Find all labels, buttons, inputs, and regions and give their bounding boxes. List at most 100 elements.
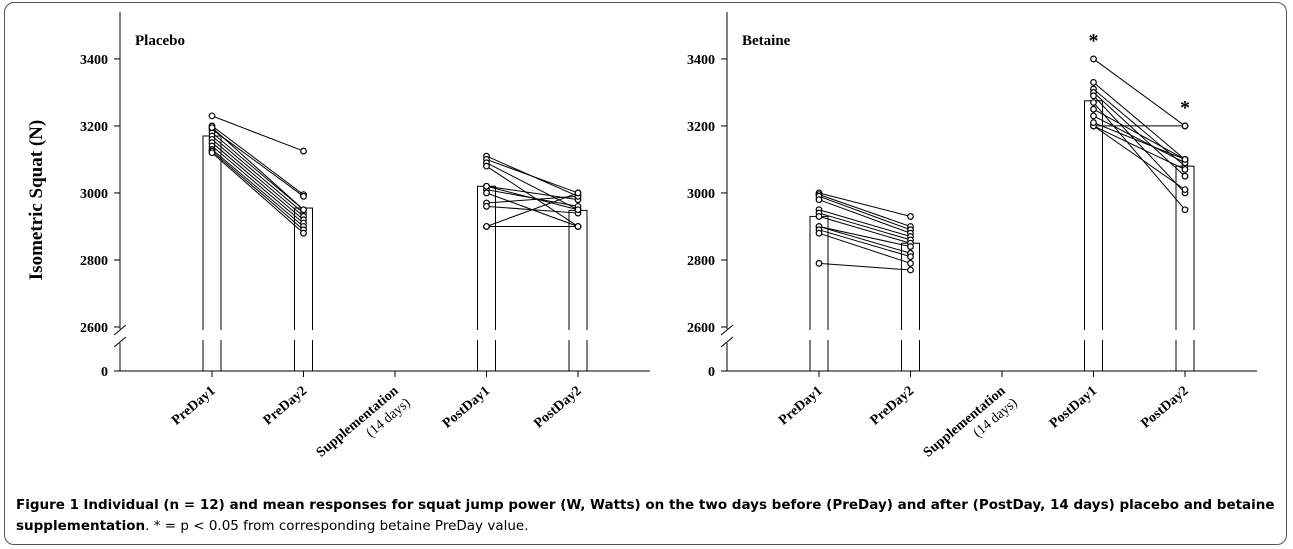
subject-point [907,253,914,261]
subject-point [1181,122,1189,130]
subject-point [815,229,823,237]
caption-label: Figure 1 [16,497,80,513]
subject-point [300,229,307,237]
subject-point [1090,112,1097,120]
figure-frame [4,2,1287,545]
subject-line [211,150,579,231]
subject-point [1090,99,1097,106]
panel-title: Betaine [742,33,791,49]
caption-text: . * = p < 0.05 from corresponding betain… [145,518,529,534]
panel-title: Placebo [135,33,185,49]
subject-line [818,125,1186,264]
y-tick-label: 3400 [80,53,108,68]
subject-line [818,122,1186,271]
subject-point [1090,78,1097,86]
subject-line [211,138,579,217]
subject-line [211,152,578,234]
subject-point [574,189,582,197]
subject-point [574,223,582,230]
subject-point [483,223,490,230]
bar-break [809,330,829,340]
y-tick-label: 3000 [80,187,108,202]
y-tick-label: 2600 [80,321,108,336]
significance-marker: * [1089,30,1099,52]
bar-break [1175,330,1195,340]
y-tick-label: 3400 [687,53,715,68]
axis-break [113,324,127,336]
subject-point [907,266,914,274]
subject-point [1181,206,1189,214]
y-tick-label: 3200 [80,120,108,135]
subject-point [1181,172,1189,180]
y-axis-label: Isometric Squat (N) [26,120,47,280]
subject-point [208,149,216,157]
bar-break [293,330,314,340]
caption: Figure 1 Individual (n = 12) and mean re… [16,495,1281,537]
subject-point [483,189,490,197]
x-tick-label: PreDay2 [261,384,310,429]
subject-line [818,108,1186,244]
subject-point [907,259,914,267]
subject-point [1181,166,1189,173]
bar-break [1083,330,1104,340]
subject-line [211,132,579,227]
subject-line [211,115,579,197]
subject-point [815,196,823,204]
subject-line [818,81,1186,227]
subject-point [300,206,307,214]
subject-line [211,127,579,211]
subject-point [1181,156,1189,163]
bar-break [476,330,497,340]
x-tick-label: PreDay2 [868,384,917,429]
subject-point [483,162,490,170]
bar-break [900,330,921,340]
y-tick-label: 0 [101,365,108,380]
x-tick-label: PostDay1 [1047,384,1100,432]
subject-line [211,128,579,211]
x-tick-label: PostDay2 [1138,384,1191,432]
significance-marker: * [1180,97,1190,119]
axis-break [720,336,734,348]
subject-point [1090,119,1097,126]
subject-point [907,213,914,220]
x-tick-label: PostDay1 [440,384,493,432]
bar [1175,165,1195,372]
subject-point [815,213,823,220]
subject-point [208,112,216,120]
x-tick-label: PreDay1 [169,384,218,429]
subject-line [211,125,579,196]
caption-title: Individual (n = 12) and mean responses f… [16,497,1275,534]
subject-line [818,125,1185,254]
subject-point [208,124,216,132]
subject-point [907,243,914,250]
bar-break [568,330,588,340]
y-tick-label: 2800 [80,254,108,269]
y-tick-label: 2600 [687,321,715,336]
subject-line [818,58,1186,217]
y-tick-label: 3200 [687,120,715,135]
subject-point [483,182,490,190]
subject-point [1090,105,1097,113]
subject-line [818,125,1186,258]
x-tick-label: PostDay2 [531,384,584,432]
subject-point [815,259,823,267]
bar [568,209,588,372]
subject-point [300,192,307,200]
bar-break [202,330,222,340]
bar [809,215,829,372]
subject-line [211,142,579,227]
subject-line [818,95,1186,238]
axis-break [720,324,734,336]
subject-point [483,202,490,210]
subject-line [818,115,1186,248]
y-tick-label: 0 [708,365,715,380]
y-tick-label: 2800 [687,254,715,269]
x-tick-label: PreDay1 [776,384,825,429]
subject-point [300,147,307,155]
subject-point [574,206,582,214]
subject-point [1090,92,1097,100]
y-tick-label: 3000 [687,187,715,202]
chart: Isometric Squat (N) Placebo 0 2600 2800 3000… [26,12,1257,461]
subject-line [211,145,579,224]
axis-break [113,336,127,348]
